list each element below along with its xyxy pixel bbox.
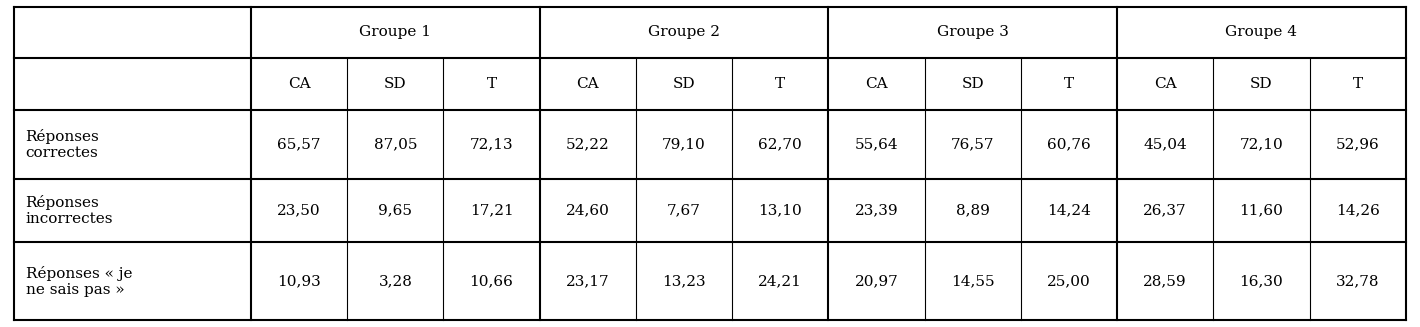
Text: 52,22: 52,22	[567, 138, 609, 152]
Text: CA: CA	[577, 77, 599, 91]
Text: 7,67: 7,67	[667, 204, 701, 217]
Text: CA: CA	[865, 77, 888, 91]
Text: 24,60: 24,60	[565, 204, 609, 217]
Text: 26,37: 26,37	[1143, 204, 1187, 217]
Text: 52,96: 52,96	[1336, 138, 1380, 152]
Text: 9,65: 9,65	[378, 204, 412, 217]
Text: T: T	[1064, 77, 1074, 91]
Text: 72,10: 72,10	[1240, 138, 1284, 152]
Text: 25,00: 25,00	[1047, 274, 1091, 288]
Text: 23,17: 23,17	[567, 274, 609, 288]
Text: SD: SD	[383, 77, 406, 91]
Text: Réponses
correctes: Réponses correctes	[26, 129, 99, 160]
Text: 16,30: 16,30	[1240, 274, 1284, 288]
Text: Groupe 3: Groupe 3	[937, 26, 1008, 40]
Text: 14,26: 14,26	[1336, 204, 1380, 217]
Text: T: T	[775, 77, 785, 91]
Text: T: T	[1353, 77, 1363, 91]
Text: 65,57: 65,57	[277, 138, 321, 152]
Text: Groupe 2: Groupe 2	[648, 26, 720, 40]
Text: 17,21: 17,21	[470, 204, 514, 217]
Text: 14,55: 14,55	[951, 274, 994, 288]
Text: 32,78: 32,78	[1336, 274, 1379, 288]
Text: 79,10: 79,10	[662, 138, 706, 152]
Text: Réponses « je
ne sais pas »: Réponses « je ne sais pas »	[26, 266, 132, 297]
Text: 10,66: 10,66	[470, 274, 514, 288]
Text: 55,64: 55,64	[855, 138, 899, 152]
Text: Réponses
incorrectes: Réponses incorrectes	[26, 195, 114, 226]
Text: SD: SD	[961, 77, 984, 91]
Text: 76,57: 76,57	[951, 138, 994, 152]
Text: 23,39: 23,39	[855, 204, 899, 217]
Text: T: T	[487, 77, 497, 91]
Text: 23,50: 23,50	[277, 204, 321, 217]
Text: Groupe 4: Groupe 4	[1225, 26, 1298, 40]
Text: 10,93: 10,93	[277, 274, 321, 288]
Text: SD: SD	[673, 77, 696, 91]
Text: 72,13: 72,13	[470, 138, 514, 152]
Text: 62,70: 62,70	[758, 138, 802, 152]
Text: Groupe 1: Groupe 1	[359, 26, 432, 40]
Text: 45,04: 45,04	[1143, 138, 1187, 152]
Text: 60,76: 60,76	[1047, 138, 1091, 152]
Text: 3,28: 3,28	[378, 274, 412, 288]
Text: 13,10: 13,10	[758, 204, 802, 217]
Text: 14,24: 14,24	[1047, 204, 1091, 217]
Text: 11,60: 11,60	[1240, 204, 1284, 217]
Text: 8,89: 8,89	[956, 204, 990, 217]
Text: 28,59: 28,59	[1143, 274, 1187, 288]
Text: CA: CA	[288, 77, 311, 91]
Text: SD: SD	[1250, 77, 1272, 91]
Text: 87,05: 87,05	[373, 138, 417, 152]
Text: 24,21: 24,21	[758, 274, 802, 288]
Text: 13,23: 13,23	[662, 274, 706, 288]
Text: 20,97: 20,97	[855, 274, 899, 288]
Text: CA: CA	[1154, 77, 1177, 91]
